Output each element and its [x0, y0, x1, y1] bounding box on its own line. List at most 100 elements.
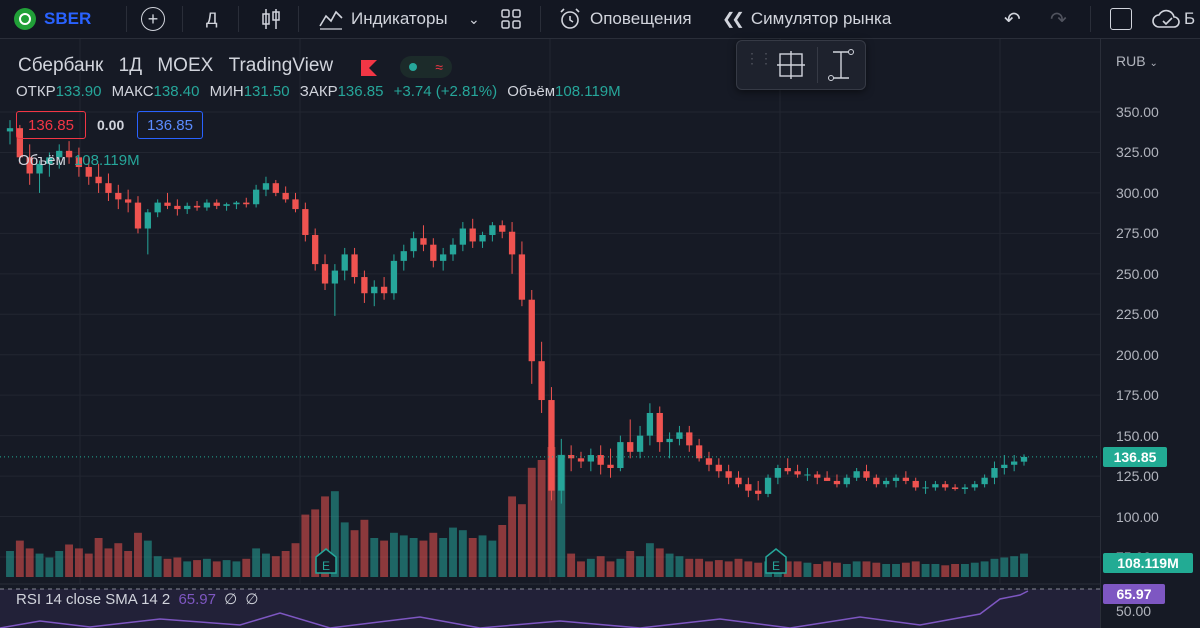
volume-bar — [399, 535, 408, 577]
volume-bar — [380, 540, 389, 577]
candle — [449, 244, 457, 255]
volume-bar — [852, 561, 861, 577]
volume-bar — [783, 561, 792, 577]
drag-handle-icon[interactable]: ⋮⋮ — [745, 50, 773, 66]
candle — [499, 225, 506, 232]
candle — [1020, 456, 1028, 462]
volume-bar — [970, 562, 979, 577]
symbol-search[interactable]: SBER — [14, 0, 91, 38]
rsi-tag[interactable]: 65.97 — [1103, 584, 1165, 604]
floating-drawing-toolbar[interactable]: ⋮⋮ — [736, 40, 866, 90]
symbol-title-row[interactable]: Сбербанк 1Д MOEX TradingView — [18, 55, 333, 77]
currency-selector[interactable]: RUB ⌄ — [1116, 53, 1158, 69]
candle — [932, 484, 939, 488]
volume-bar — [508, 496, 517, 577]
flag-icon[interactable] — [361, 60, 377, 76]
rsi-legend[interactable]: RSI 14 close SMA 14 2 65.97 ∅ ∅ — [16, 590, 258, 608]
candle — [676, 432, 683, 439]
candle — [302, 209, 309, 235]
svg-text:E: E — [772, 559, 780, 573]
volume-bar — [517, 504, 526, 577]
fullscreen-button[interactable] — [1110, 0, 1132, 38]
volume-bar — [695, 558, 704, 577]
chart-type-button[interactable] — [262, 0, 280, 38]
rsi-tag-value: 65.97 — [1116, 586, 1152, 602]
volume-bar — [577, 561, 585, 577]
volume-bar — [754, 562, 763, 577]
candle — [124, 199, 132, 203]
volume-bar — [892, 564, 900, 577]
volume-bar — [1010, 556, 1019, 577]
crosshair-measure-icon[interactable] — [777, 51, 805, 79]
candle — [26, 157, 33, 174]
sell-button[interactable]: 136.85 — [16, 111, 86, 139]
candle — [823, 477, 831, 481]
volume-tag[interactable]: 108.119M — [1103, 553, 1193, 573]
candle — [508, 231, 516, 255]
earnings-icon[interactable]: E — [315, 548, 337, 574]
volume-bar — [872, 562, 881, 577]
candle — [705, 458, 713, 465]
candle — [883, 480, 890, 485]
buy-button[interactable]: 136.85 — [137, 111, 203, 139]
volume-bar — [705, 561, 713, 577]
candle — [321, 264, 329, 284]
volume-bar — [143, 540, 152, 577]
volume-bar — [468, 538, 477, 577]
fullscreen-icon — [1110, 8, 1132, 30]
open-label: ОТКР — [16, 83, 56, 100]
delay-icon: ≈ — [435, 59, 443, 75]
indicators-dropdown[interactable]: ⌄ — [468, 0, 480, 38]
candle — [489, 225, 496, 235]
candle — [942, 484, 949, 488]
volume-bar — [390, 532, 398, 577]
candle — [686, 432, 693, 446]
compare-button[interactable]: + — [141, 0, 165, 38]
candle — [567, 455, 575, 459]
volume-bar — [271, 556, 280, 577]
candle — [755, 490, 762, 494]
save-button[interactable]: Б — [1152, 0, 1195, 38]
volume-bar — [183, 561, 192, 577]
volume-bar — [74, 548, 83, 577]
interval-button[interactable]: Д — [206, 0, 218, 38]
volume-bar — [291, 543, 300, 577]
indicators-button[interactable]: Индикаторы — [319, 0, 448, 38]
volume-bar — [921, 564, 930, 577]
redo-button[interactable]: ↷ — [1050, 0, 1067, 38]
market-status[interactable]: ≈ — [400, 56, 452, 78]
price-axis[interactable] — [1100, 39, 1200, 628]
candle — [6, 128, 14, 132]
earnings-icon[interactable]: E — [765, 548, 787, 574]
candle — [371, 286, 378, 294]
volume-bar — [823, 561, 832, 577]
candle — [174, 205, 181, 210]
last-price-tag[interactable]: 136.85 — [1103, 447, 1167, 467]
price-axis-label: 350.00 — [1116, 104, 1159, 120]
price-chart[interactable]: E E — [0, 39, 1100, 628]
volume-bar — [842, 564, 851, 577]
candle — [863, 471, 870, 478]
price-range-icon[interactable] — [827, 49, 855, 81]
templates-button[interactable] — [500, 0, 522, 38]
alerts-button[interactable]: Оповещения — [558, 0, 692, 38]
candle — [400, 251, 407, 261]
candle — [695, 445, 703, 459]
replay-button[interactable]: ❮❮ Симулятор рынка — [722, 0, 891, 38]
volume-legend[interactable]: Объём 108.119M — [18, 152, 140, 169]
rsi-params: 14 close SMA 14 2 — [45, 591, 171, 608]
interval-name: 1Д — [118, 55, 143, 76]
volume-bar — [685, 558, 694, 577]
rsi-empty-1: ∅ — [224, 591, 238, 608]
volume-bar — [94, 538, 103, 577]
status-dot-icon — [409, 63, 418, 71]
candle — [666, 438, 673, 443]
undo-button[interactable]: ↶ — [1004, 0, 1021, 38]
candle — [341, 254, 348, 271]
divider — [238, 6, 239, 32]
candle — [243, 202, 250, 205]
svg-text:E: E — [322, 559, 330, 573]
divider — [540, 6, 541, 32]
price-axis-label: 125.00 — [1116, 468, 1159, 485]
volume-bar — [409, 538, 418, 577]
